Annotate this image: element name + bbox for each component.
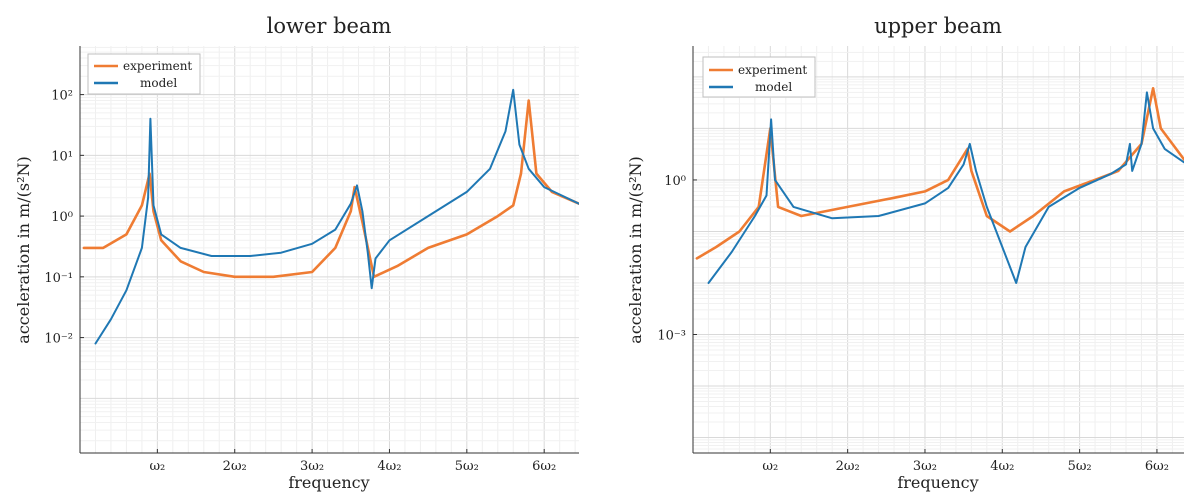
x-tick-label: 5ω₂ bbox=[455, 459, 479, 474]
x-tick-label: 5ω₂ bbox=[1068, 459, 1092, 474]
x-tick-label: 3ω₂ bbox=[913, 459, 937, 474]
x-tick-label: 2ω₂ bbox=[223, 459, 247, 474]
x-tick-label: ω₂ bbox=[762, 459, 778, 474]
x-tick-label: 4ω₂ bbox=[377, 459, 401, 474]
y-ticks-upper-beam: 10⁰ 10⁻³ bbox=[657, 174, 697, 344]
y-tick-label: 10¹ bbox=[51, 149, 73, 164]
x-axis-label: frequency bbox=[897, 473, 978, 492]
chart-lower-beam: ω₂ 2ω₂ 3ω₂ 4ω₂ 5ω₂ 6ω₂ 10² 10¹ 10⁰ 10⁻¹ 10⁻² lowe… bbox=[14, 14, 579, 492]
y-tick-label: 10⁰ bbox=[664, 174, 686, 189]
chart-upper-beam: ω₂ 2ω₂ 3ω₂ 4ω₂ 5ω₂ 6ω₂ 10⁰ 10⁻³ upper beam fre… bbox=[626, 14, 1184, 492]
y-tick-label: 10⁰ bbox=[51, 210, 73, 225]
legend-label-experiment: experiment bbox=[123, 59, 192, 73]
y-tick-label: 10⁻¹ bbox=[44, 271, 73, 286]
legend: experiment model bbox=[703, 57, 815, 97]
legend-label-model: model bbox=[755, 80, 792, 94]
y-ticks-lower-beam: 10² 10¹ 10⁰ 10⁻¹ 10⁻² bbox=[44, 89, 84, 347]
x-tick-label: ω₂ bbox=[149, 459, 165, 474]
x-tick-label: 4ω₂ bbox=[990, 459, 1014, 474]
legend: experiment model bbox=[88, 54, 200, 94]
plot-background bbox=[80, 46, 579, 453]
y-tick-label: 10² bbox=[51, 89, 73, 104]
chart-title: lower beam bbox=[267, 14, 392, 38]
x-axis-label: frequency bbox=[288, 473, 369, 492]
chart-title: upper beam bbox=[874, 14, 1002, 38]
y-tick-label: 10⁻² bbox=[44, 332, 73, 347]
y-axis-label: acceleration in m/(s²N) bbox=[14, 156, 33, 343]
y-tick-label: 10⁻³ bbox=[657, 329, 686, 344]
x-tick-label: 6ω₂ bbox=[1145, 459, 1169, 474]
x-tick-label: 3ω₂ bbox=[300, 459, 324, 474]
legend-label-model: model bbox=[140, 76, 177, 90]
x-tick-label: 2ω₂ bbox=[836, 459, 860, 474]
plot-area-lower-beam bbox=[80, 46, 579, 453]
legend-label-experiment: experiment bbox=[738, 63, 807, 77]
y-axis-label: acceleration in m/(s²N) bbox=[626, 156, 645, 343]
x-tick-label: 6ω₂ bbox=[532, 459, 556, 474]
